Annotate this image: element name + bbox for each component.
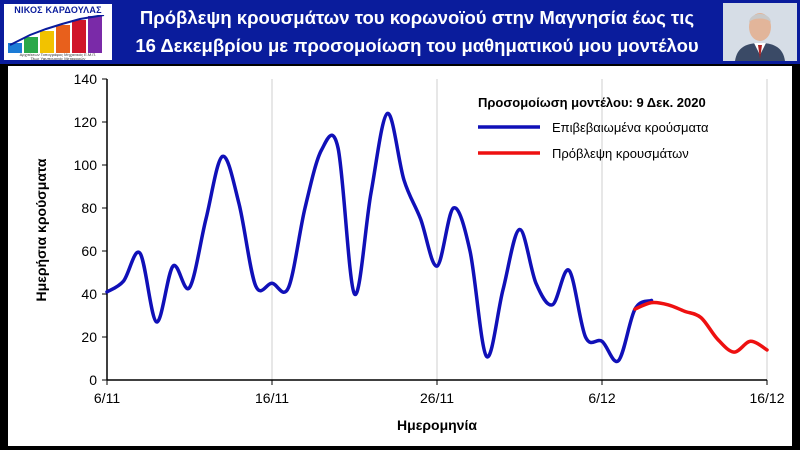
y-tick-label: 100 (74, 157, 98, 173)
logo: ΝΙΚΟΣ ΚΑΡΔΟΥΛΑΣ Αρχιτέκτων Τοπογράφος Μη… (3, 3, 113, 61)
model-annotation: Προσομοίωση μοντέλου: 9 Δεκ. 2020 (478, 95, 706, 110)
y-tick-label: 0 (89, 372, 97, 388)
series-line-1 (105, 111, 654, 364)
x-tick-label: 6/11 (94, 390, 120, 406)
y-tick-label: 20 (81, 329, 97, 345)
y-tick-label: 60 (81, 243, 97, 259)
y-axis-label: Ημερήσια κρούσματα (33, 158, 49, 301)
legend-label: Πρόβλεψη κρουσμάτων (552, 146, 689, 161)
title-line-2: 16 Δεκεμβρίου με προσομοίωση του μαθηματ… (135, 35, 699, 56)
header-banner: ΝΙΚΟΣ ΚΑΡΔΟΥΛΑΣ Αρχιτέκτων Τοπογράφος Μη… (0, 0, 800, 64)
x-tick-label: 6/12 (588, 390, 615, 406)
legend-label: Επιβεβαιωμένα κρούσματα (552, 120, 709, 135)
plot-area (8, 66, 792, 446)
x-tick-label: 16/11 (255, 390, 289, 406)
portrait-photo-icon (723, 3, 797, 61)
y-tick-label: 80 (81, 200, 97, 216)
x-axis-label: Ημερομηνία (397, 417, 477, 433)
y-tick-label: 140 (74, 71, 98, 87)
logo-subtitle-1: Αρχιτέκτων Τοπογράφος Μηχανικός Ε.Μ.Π. (19, 52, 97, 57)
y-axis-ticks: 0 20 40 60 80 100 120 140 (74, 71, 107, 388)
x-axis-ticks: 6/11 16/11 26/11 6/12 16/12 (94, 380, 785, 406)
title-line-1: Πρόβλεψη κρουσμάτων του κορωνοϊού στην Μ… (139, 7, 695, 28)
page-title: Πρόβλεψη κρουσμάτων του κορωνοϊού στην Μ… (116, 4, 718, 60)
series-lines (105, 111, 769, 364)
bar-chart-logo-icon (8, 15, 105, 53)
x-tick-label: 16/12 (749, 390, 784, 406)
grid-lines (271, 79, 768, 380)
y-tick-label: 120 (74, 114, 98, 130)
legend: Επιβεβαιωμένα κρούσματα Πρόβλεψη κρουσμάτ… (478, 120, 709, 161)
y-tick-label: 40 (81, 286, 97, 302)
x-tick-label: 26/11 (420, 390, 454, 406)
logo-subtitle-2: Τέως Υφυπουργός Μεταφορών (30, 56, 86, 61)
series-line-2 (633, 300, 769, 354)
logo-name: ΝΙΚΟΣ ΚΑΡΔΟΥΛΑΣ (14, 5, 102, 15)
